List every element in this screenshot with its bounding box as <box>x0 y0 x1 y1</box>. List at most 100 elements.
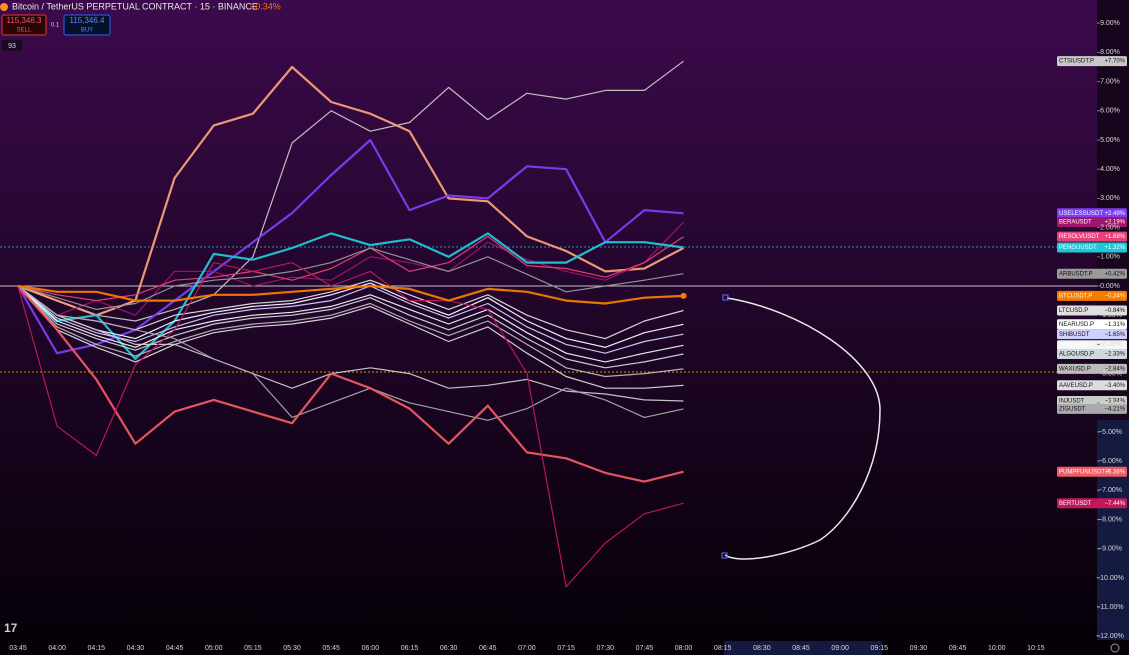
series-tag <box>1057 380 1127 391</box>
drawing-handle <box>721 552 728 559</box>
series-name: USELESSUSDT <box>1059 211 1103 217</box>
x-tick-label: 06:15 <box>401 645 419 652</box>
x-tick-label: 09:00 <box>831 645 849 652</box>
indicator-count: 93 <box>8 43 16 50</box>
x-tick-label: 10:00 <box>988 645 1006 652</box>
series-line <box>17 247 684 310</box>
y-tick-label: −12.00% <box>1096 633 1124 640</box>
series-tag <box>1057 349 1127 360</box>
series-value: +0.42% <box>1104 271 1125 277</box>
series-value: −2.33% <box>1104 352 1125 358</box>
y-tick-label: −6.00% <box>1098 458 1122 465</box>
series-line <box>17 235 684 302</box>
y-tick-label: −1.00% <box>1098 312 1122 319</box>
buy-label: BUY <box>81 28 93 34</box>
series-tag <box>1057 363 1127 374</box>
series-tag <box>1057 217 1127 228</box>
sell-price: 115,346.3 <box>7 16 43 25</box>
x-tick-label: 07:30 <box>596 645 614 652</box>
x-tick-label: 09:45 <box>949 645 967 652</box>
tags: CTSIUSDT.P +7.70% USELESSUSDT +2.49% BERAUSD… <box>1057 56 1127 509</box>
series-line <box>17 285 684 483</box>
x-tick-label: 08:45 <box>792 645 810 652</box>
settings-icon[interactable] <box>1110 643 1120 653</box>
x-tick-label: 07:00 <box>518 645 536 652</box>
series-value: −4.21% <box>1104 407 1125 413</box>
axis-highlight <box>1097 420 1129 640</box>
x-tick-label: 09:15 <box>871 645 889 652</box>
quantity: 0.1 <box>51 23 60 29</box>
series-line <box>17 285 684 369</box>
y-tick-label: 1.00% <box>1100 254 1120 261</box>
y-tick-label: −8.00% <box>1098 516 1122 523</box>
x-tick-label: 06:45 <box>479 645 497 652</box>
series-name: WAXUSD.P <box>1059 367 1091 373</box>
series-value: +2.19% <box>1104 220 1125 226</box>
series-name: ALGOUSD.P <box>1059 352 1094 358</box>
series-name: NEARUSD.P <box>1059 322 1094 328</box>
series-value: +7.70% <box>1104 59 1125 65</box>
x-tick-label: 07:45 <box>636 645 654 652</box>
series-name: SOLUSD.P <box>1059 343 1089 349</box>
series-value: −3.94% <box>1104 399 1125 405</box>
series-name: AAVEUSD.P <box>1059 383 1093 389</box>
buy-price: 115,346.4 <box>70 16 106 25</box>
buy-button[interactable] <box>63 14 111 36</box>
series-name: PENGUUSDT <box>1059 245 1097 251</box>
series-value: −0.84% <box>1104 308 1125 314</box>
y-tick-label: −2.00% <box>1098 341 1122 348</box>
symbol: Bitcoin / TetherUS PERPETUAL CONTRACT · … <box>12 1 258 11</box>
y-tick-label: −3.00% <box>1098 370 1122 377</box>
series-value: +1.69% <box>1104 234 1125 240</box>
x-tick-label: 04:45 <box>166 645 184 652</box>
sell-button[interactable] <box>1 14 47 36</box>
series-line <box>17 262 684 588</box>
logo: 17 <box>4 621 18 635</box>
series-line <box>17 284 684 305</box>
y-tick-label: −9.00% <box>1098 546 1122 553</box>
series-line <box>17 285 684 421</box>
y-tick-label: 9.00% <box>1100 20 1120 27</box>
series-line <box>17 285 684 363</box>
y-tick-label: 2.00% <box>1100 224 1120 231</box>
x-tick-label: 05:00 <box>205 645 223 652</box>
y-tick-label: 5.00% <box>1100 137 1120 144</box>
series-tag <box>1057 396 1127 407</box>
x-tick-label: 06:30 <box>440 645 458 652</box>
last-point <box>680 292 687 299</box>
indicator-toggle[interactable] <box>2 40 22 51</box>
drawing <box>724 297 881 560</box>
series-line <box>17 285 684 354</box>
series-value: −6.36% <box>1104 469 1125 475</box>
series-value: −2.03% <box>1104 343 1125 349</box>
y-tick-label: −7.00% <box>1098 487 1122 494</box>
series-name: BTCUSDT.P <box>1059 294 1092 300</box>
series-value: −2.84% <box>1104 367 1125 373</box>
series-value: −1.31% <box>1104 322 1125 328</box>
series-line <box>17 221 684 316</box>
y-tick-label: −10.00% <box>1096 575 1124 582</box>
series-value: +2.49% <box>1104 211 1125 217</box>
sell-label: SELL <box>17 28 32 34</box>
series-line <box>17 60 684 322</box>
x-tick-label: 05:15 <box>244 645 262 652</box>
series-tag <box>1057 403 1127 414</box>
series-name: PUMPFUNUSDT.P <box>1059 469 1110 475</box>
series-line <box>17 285 684 389</box>
x-tick-label: 05:45 <box>322 645 340 652</box>
series-name: SHIBUSDT <box>1059 332 1090 338</box>
x-tick-label: 08:30 <box>753 645 771 652</box>
symbol-icon <box>0 3 8 11</box>
series-name: CTSIUSDT.P <box>1059 59 1094 65</box>
y-tick-label: 3.00% <box>1100 195 1120 202</box>
series-value: −0.34% <box>1104 294 1125 300</box>
series-name: BERTUSDT <box>1059 501 1092 507</box>
series-name: BERAUSDT <box>1059 220 1092 226</box>
series-name: LTCUSD.P <box>1059 308 1088 314</box>
series-line <box>17 65 685 317</box>
x-tick-label: 08:15 <box>714 645 732 652</box>
series-name: ARBUSDT.P <box>1059 271 1093 277</box>
series-value: −7.44% <box>1104 501 1125 507</box>
series-tag <box>1057 268 1127 279</box>
